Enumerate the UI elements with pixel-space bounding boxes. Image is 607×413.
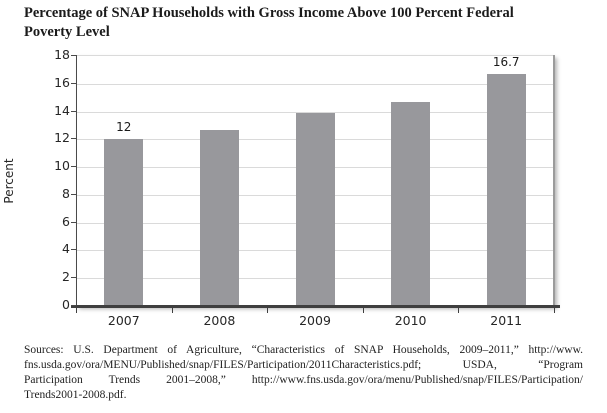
bar-chart: Percent 0 2 4 6 8 10 12 14 16 18 2007 12 2008 2009 201… <box>0 44 607 334</box>
x-axis-label-2008: 2008 <box>203 313 236 328</box>
bar-2011 <box>486 74 526 306</box>
y-tick <box>71 138 76 140</box>
y-tick <box>71 55 76 56</box>
y-tick-label: 12 <box>54 130 70 146</box>
y-axis-line <box>76 55 77 307</box>
y-tick-label: 16 <box>54 74 70 90</box>
y-tick <box>71 82 76 84</box>
y-tick-label: 18 <box>54 47 70 62</box>
bar-2009 <box>295 112 335 306</box>
y-tick-label: 8 <box>62 185 70 201</box>
y-tick <box>71 249 76 251</box>
x-tick <box>458 308 460 313</box>
plot-right-border <box>553 55 555 305</box>
x-axis-label-2007: 2007 <box>107 313 140 328</box>
bar-value-label-2007: 12 <box>116 120 132 135</box>
y-tick <box>71 166 76 168</box>
bar-value-label-2011: 16.7 <box>492 55 520 70</box>
sources-line-3: Participation Trends 2001–2008,” http://… <box>24 374 583 386</box>
y-tick-label: 0 <box>62 297 70 312</box>
sources-line-1: Sources: U.S. Department of Agriculture,… <box>24 344 583 356</box>
gridline <box>76 111 554 113</box>
x-tick <box>171 308 173 313</box>
x-tick <box>76 308 77 313</box>
x-axis-line <box>71 305 560 308</box>
sources-line-2: fns.usda.gov/ora/MENU/Published/snap/FIL… <box>24 359 583 371</box>
x-tick <box>554 308 555 313</box>
bar-2008 <box>199 129 239 306</box>
y-tick-label: 10 <box>54 158 70 174</box>
y-tick <box>71 305 76 306</box>
bar-2010 <box>391 101 431 306</box>
figure-title-line-2: Poverty Level <box>24 24 110 40</box>
x-axis-label-2010: 2010 <box>394 313 427 328</box>
y-axis-title: Percent <box>2 158 16 204</box>
y-tick <box>71 193 76 195</box>
x-tick <box>267 308 269 313</box>
y-tick-label: 2 <box>62 269 70 285</box>
x-axis-label-2011: 2011 <box>490 313 523 328</box>
figure-title-line-1: Percentage of SNAP Households with Gross… <box>24 5 514 21</box>
figure-title: Percentage of SNAP Households with Gross… <box>24 4 584 42</box>
y-tick <box>71 221 76 223</box>
y-tick <box>71 110 76 112</box>
y-tick <box>71 277 76 279</box>
gridline <box>76 83 554 85</box>
plot-area <box>76 55 554 306</box>
y-tick-label: 6 <box>62 213 70 229</box>
sources-line-4: Trends2001-2008.pdf. <box>24 389 127 401</box>
y-tick-label: 14 <box>54 102 70 118</box>
sources-note: Sources: U.S. Department of Agriculture,… <box>24 343 583 403</box>
x-axis-label-2009: 2009 <box>299 313 331 328</box>
y-tick-label: 4 <box>62 241 70 257</box>
bar-2007 <box>104 139 144 306</box>
x-tick <box>362 308 364 313</box>
